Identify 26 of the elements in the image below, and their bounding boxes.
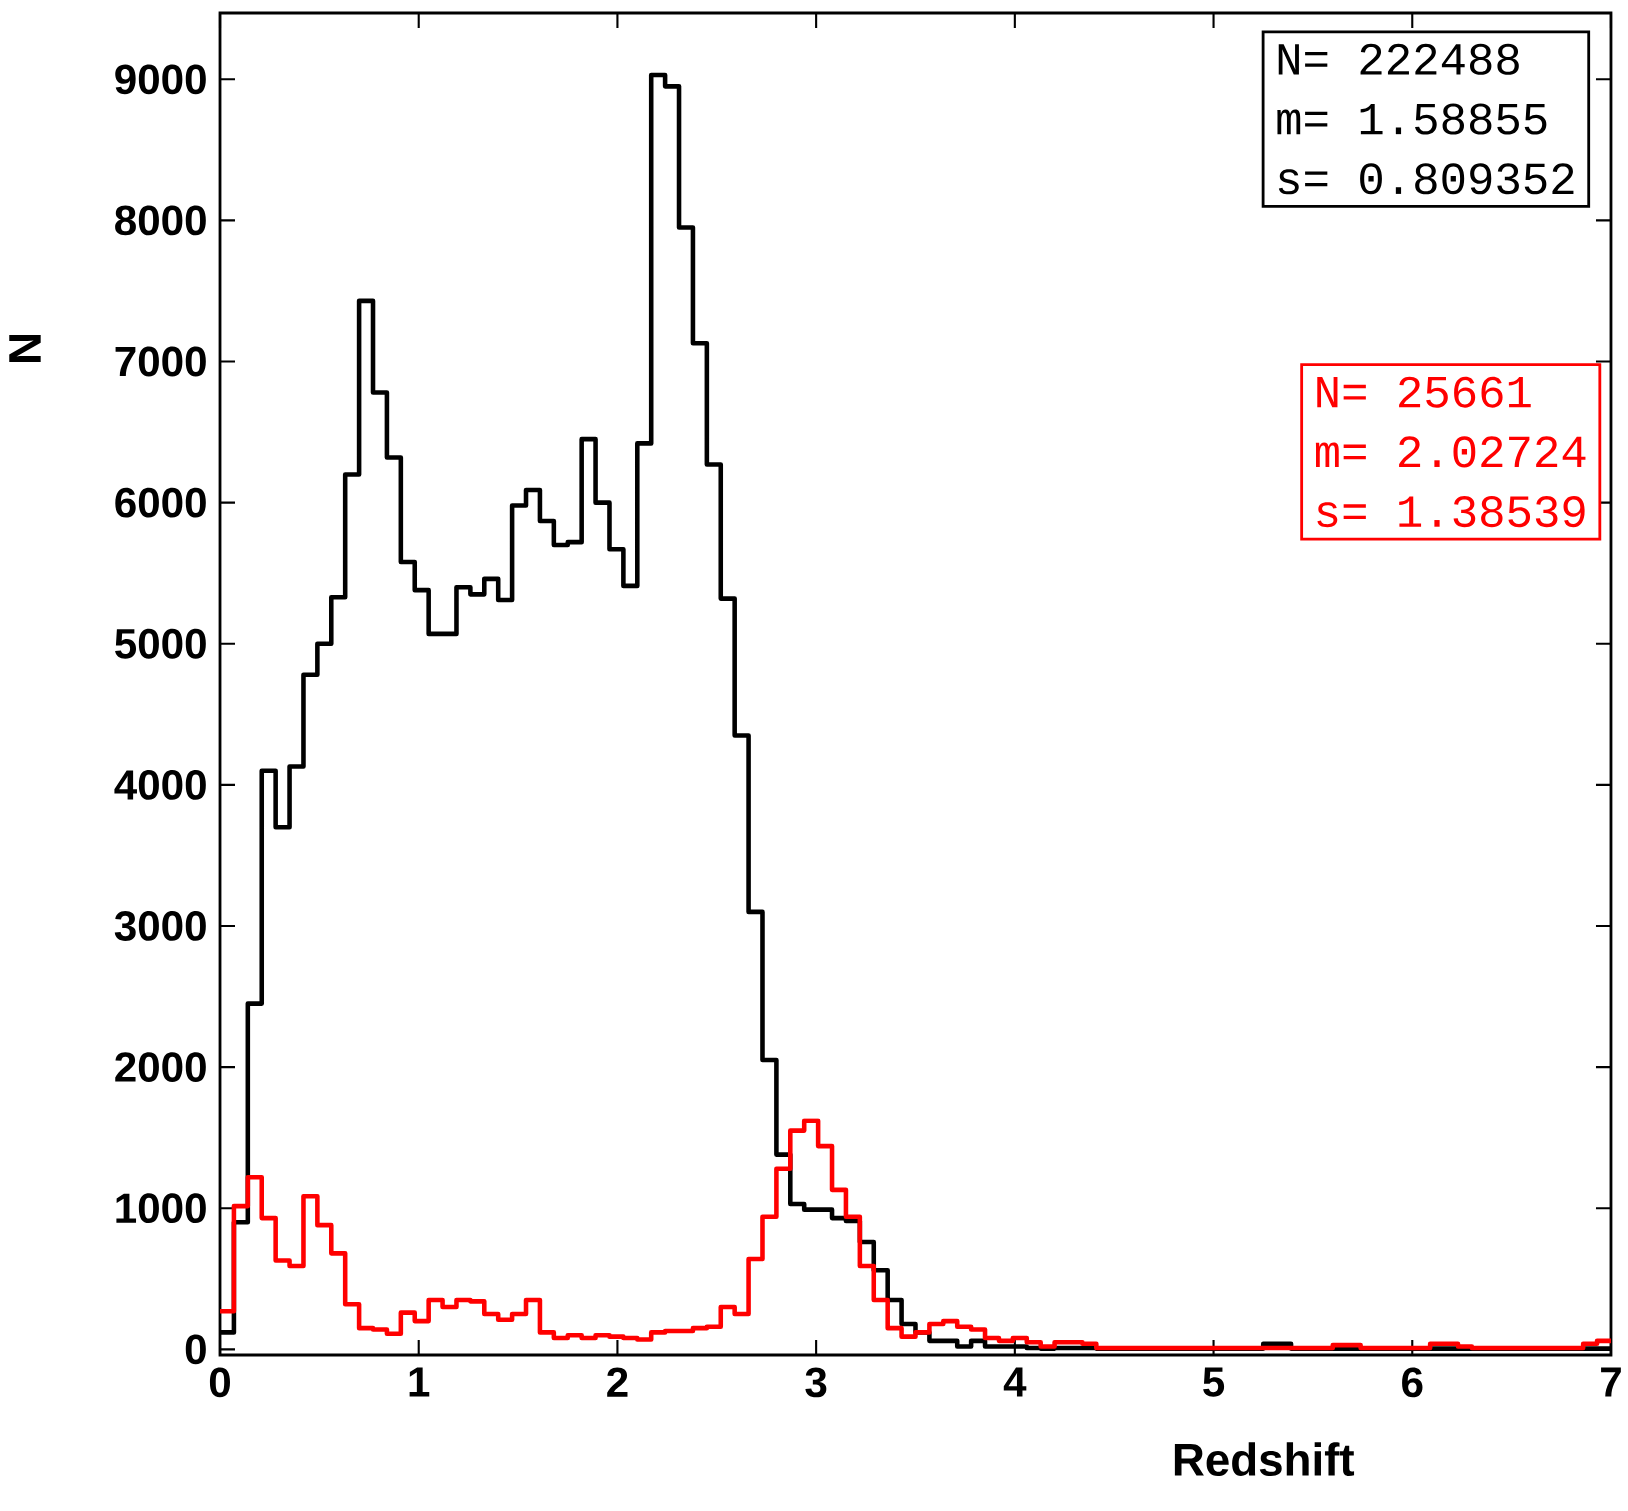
- y-tick-label: 3000: [114, 911, 206, 941]
- y-tick-label: 1000: [116, 1193, 206, 1224]
- y-tick-label: 7000: [115, 346, 206, 377]
- x-tick-label: 4: [1003, 1367, 1027, 1397]
- x-tick-label: 3: [805, 1367, 827, 1398]
- y-tick-label: 9000: [115, 64, 206, 95]
- x-tick-label: 0: [209, 1367, 230, 1398]
- x-tick-label: 7: [1601, 1367, 1621, 1397]
- annotation: s= 0.809352: [1278, 163, 1574, 195]
- y-tick-label: 2000: [115, 1052, 206, 1083]
- y-tick-label: 4000: [114, 769, 206, 800]
- x-axis-title: Redshift: [1174, 1442, 1355, 1476]
- annotation: s= 1.38539: [1317, 496, 1585, 528]
- y-axis-title: N: [9, 335, 41, 362]
- annotation: N= 222488: [1278, 43, 1519, 75]
- annotation: m= 2.02724: [1315, 436, 1586, 468]
- x-tick-label: 5: [1203, 1367, 1225, 1397]
- y-tick-label: 5000: [115, 628, 206, 659]
- x-tick-label: 6: [1402, 1367, 1423, 1398]
- y-tick-label: 8000: [115, 205, 206, 236]
- y-tick-label: 0: [185, 1334, 206, 1365]
- annotation: N= 25661: [1317, 376, 1531, 408]
- annotation: m= 1.58855: [1277, 103, 1547, 135]
- x-tick-label: 2: [607, 1367, 628, 1397]
- y-tick-label: 6000: [115, 487, 206, 518]
- x-tick-label: 1: [409, 1367, 430, 1397]
